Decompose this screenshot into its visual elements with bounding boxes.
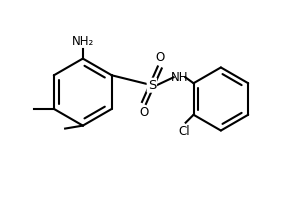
Text: NH₂: NH₂	[72, 35, 94, 48]
Text: S: S	[148, 79, 156, 92]
Text: Cl: Cl	[178, 125, 189, 138]
Text: NH: NH	[171, 71, 188, 84]
Text: O: O	[139, 106, 149, 119]
Text: O: O	[155, 51, 164, 64]
